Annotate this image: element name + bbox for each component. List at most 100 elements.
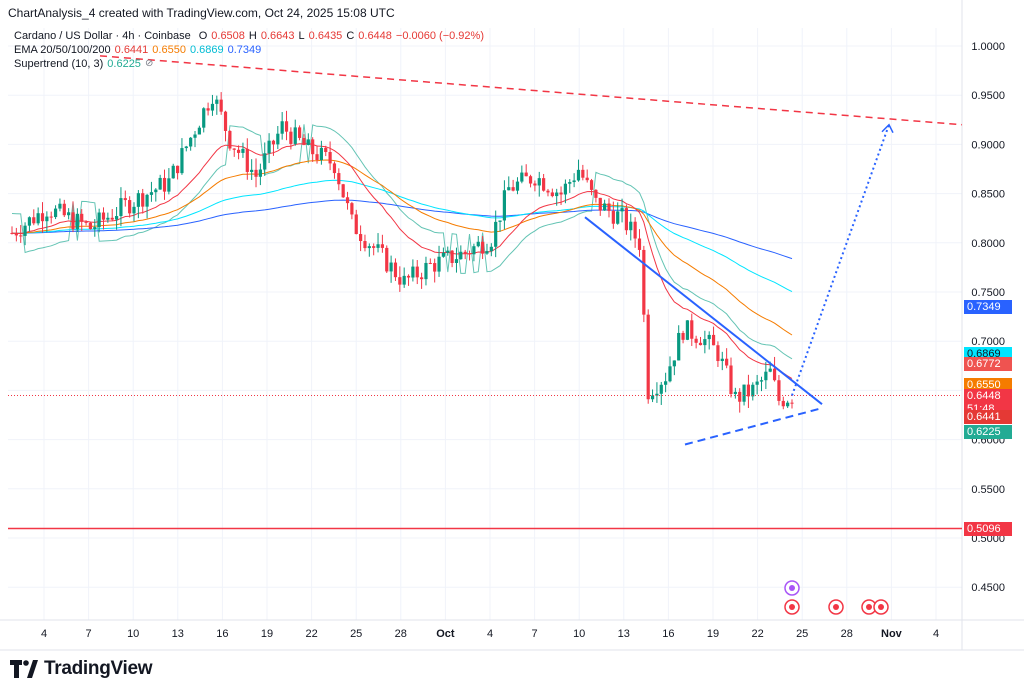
candle-body: [27, 217, 32, 226]
candle-body: [572, 180, 576, 183]
candle-body: [119, 198, 123, 217]
candle-body: [254, 169, 258, 177]
candle-body: [367, 246, 371, 249]
candle-body: [232, 148, 236, 150]
time-tick-label: 13: [618, 628, 630, 640]
candle-body: [459, 251, 463, 260]
candle-body: [328, 152, 332, 164]
candle-body: [101, 212, 106, 220]
price-tick-label: 0.5500: [971, 484, 1005, 496]
candle-body: [289, 131, 293, 144]
candle-body: [354, 214, 358, 235]
candle-body: [93, 227, 97, 230]
candle-body: [215, 99, 219, 104]
price-tick-label: 0.9500: [971, 90, 1005, 102]
candle-body: [746, 384, 751, 397]
price-tag: 0.5096: [964, 521, 1012, 536]
candle-body: [502, 190, 507, 221]
candle-body: [311, 139, 315, 155]
time-tick-label: 10: [573, 628, 585, 640]
candle-body: [786, 402, 790, 407]
candle-body: [250, 169, 254, 172]
time-tick-label: 25: [796, 628, 808, 640]
candle-body: [450, 250, 454, 263]
candle-body: [53, 208, 58, 218]
candle-body: [733, 391, 737, 394]
candle-body: [110, 217, 114, 220]
candle-body: [633, 221, 637, 239]
tradingview-logo: TradingView: [10, 658, 153, 680]
candle-body: [389, 262, 393, 272]
candle-body: [559, 192, 563, 195]
candle-body: [703, 339, 707, 346]
candle-body: [10, 232, 14, 234]
time-tick-label: 4: [933, 628, 939, 640]
price-tag: 0.6772: [964, 356, 1012, 371]
candle-body: [206, 108, 210, 111]
candle-body: [520, 172, 524, 182]
candle-body: [681, 332, 685, 340]
candle-body: [446, 250, 450, 253]
candle-body: [132, 206, 136, 214]
candle-body: [585, 177, 589, 181]
candle-body: [228, 130, 232, 149]
close-key: C: [346, 30, 355, 42]
candle-body: [672, 360, 676, 367]
time-tick-label: Nov: [881, 628, 903, 640]
candle-body: [106, 217, 110, 220]
candle-body: [128, 200, 132, 214]
ema-row[interactable]: EMA 20/50/100/200 0.6441 0.6550 0.6869 0…: [14, 43, 484, 57]
candle-body: [202, 108, 206, 128]
candle-body: [707, 334, 711, 340]
hidden-eye-icon[interactable]: ⊘: [144, 58, 154, 69]
price-tick-label: 0.8500: [971, 189, 1005, 201]
time-tick-label: 28: [395, 628, 407, 640]
price-tick-label: 0.5000: [971, 533, 1005, 545]
candle-body: [589, 180, 594, 190]
projection-arrowhead: [881, 123, 894, 134]
candle-body: [40, 213, 45, 222]
candle-body: [276, 133, 280, 145]
supertrend-value: 0.6225: [107, 58, 141, 70]
price-tag: 0.6448: [964, 388, 1012, 403]
supertrend-row[interactable]: Supertrend (10, 3) 0.6225 ⊘: [14, 57, 484, 71]
candle-body: [463, 251, 467, 254]
candle-body: [280, 121, 284, 134]
candle-body: [664, 381, 668, 385]
candle-body: [581, 169, 585, 178]
candle-body: [236, 149, 241, 153]
time-tick-label: 13: [172, 628, 184, 640]
candle-body: [223, 111, 228, 131]
price-tag: 0.6225: [964, 424, 1012, 439]
time-tick-label: 7: [86, 628, 92, 640]
candle-body: [337, 173, 341, 185]
candle-body: [84, 221, 88, 223]
candle-body: [58, 203, 62, 209]
price-tick-label: 0.8000: [971, 238, 1005, 250]
low-value: 0.6435: [308, 30, 343, 42]
price-tick-label: 0.9000: [971, 139, 1005, 151]
candle-body: [494, 221, 498, 247]
candle-body: [136, 193, 140, 207]
candle-body: [546, 190, 550, 193]
candle-body: [75, 213, 79, 230]
candle-body: [537, 178, 541, 186]
candle-body: [624, 208, 629, 231]
price-tag: 0.7349: [964, 299, 1012, 314]
candle-body: [790, 402, 794, 404]
candle-body: [489, 246, 493, 252]
high-value: 0.6643: [260, 30, 295, 42]
time-tick-label: 19: [707, 628, 719, 640]
candle-body: [258, 169, 262, 177]
time-tick-label: 10: [127, 628, 139, 640]
symbol-row[interactable]: Cardano / US Dollar · 4h · Coinbase O 0.6…: [14, 29, 484, 43]
candle-body: [690, 320, 694, 339]
ema100-line: [12, 179, 793, 293]
candle-body: [598, 197, 602, 211]
candle-body: [67, 212, 71, 216]
open-key: O: [198, 30, 208, 42]
economic-event-dot: [789, 604, 795, 610]
time-tick-label: 19: [261, 628, 273, 640]
candle-body: [528, 176, 533, 184]
